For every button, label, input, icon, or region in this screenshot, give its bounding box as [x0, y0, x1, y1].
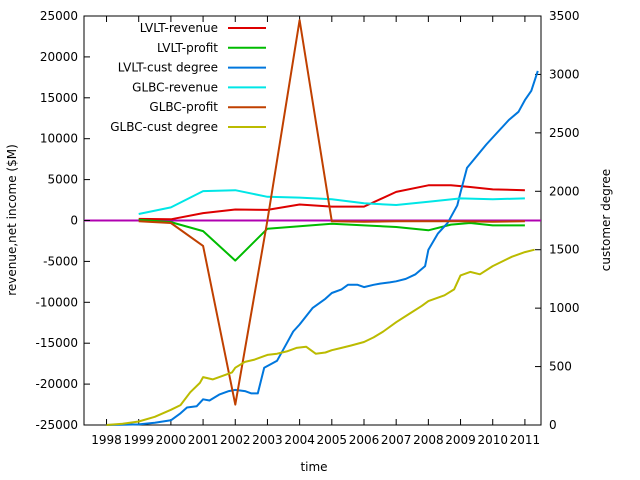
- left-y-axis-title: revenue,net income ($M): [5, 144, 19, 296]
- left-y-tick-label: 15000: [40, 91, 78, 105]
- right-y-tick-label: 0: [549, 418, 557, 432]
- series-line-glbc-revenue: [138, 189, 525, 215]
- series-lines: [106, 19, 539, 426]
- series-line-lvlt-profit: [138, 218, 525, 262]
- x-axis-title: time: [300, 460, 327, 474]
- left-y-tick-label: 25000: [40, 9, 78, 23]
- right-y-tick-label: 1500: [549, 243, 580, 257]
- x-tick-label: 2010: [477, 433, 508, 447]
- x-tick-label: 2003: [252, 433, 283, 447]
- legend-label-lvlt-revenue: LVLT-revenue: [140, 21, 218, 35]
- x-tick-label: 1998: [91, 433, 122, 447]
- x-tick-label: 1999: [123, 433, 154, 447]
- x-tick-label: 2008: [413, 433, 444, 447]
- legend-label-glbc-cust-degree: GLBC-cust degree: [110, 120, 218, 134]
- x-tick-label: 2006: [349, 433, 380, 447]
- x-tick-label: 2002: [220, 433, 251, 447]
- x-tick-label: 2005: [317, 433, 348, 447]
- series-line-lvlt-cust-degree: [106, 70, 539, 426]
- x-tick-label: 2001: [188, 433, 219, 447]
- x-tick-label: 2011: [510, 433, 541, 447]
- left-y-tick-label: -10000: [35, 295, 78, 309]
- right-y-axis-title: customer degree: [599, 169, 613, 271]
- legend-label-glbc-revenue: GLBC-revenue: [132, 80, 218, 94]
- right-y-tick-label: 2000: [549, 184, 580, 198]
- series-line-lvlt-revenue: [138, 184, 525, 221]
- legend-label-lvlt-profit: LVLT-profit: [157, 41, 218, 55]
- left-y-tick-label: 5000: [47, 173, 78, 187]
- left-y-tick-label: 10000: [40, 132, 78, 146]
- left-y-tick-label: -25000: [35, 418, 78, 432]
- left-y-tick-label: 20000: [40, 50, 78, 64]
- legend-label-lvlt-cust-degree: LVLT-cust degree: [118, 61, 218, 75]
- right-y-axis-ticks: 3500 3000 2500 2000 1500 1000 500 0: [535, 9, 580, 432]
- x-axis-ticks: 1998 1999 2000 2001 2002 2003 2004 2005 2006 2007…: [91, 16, 540, 447]
- right-y-tick-label: 500: [549, 360, 572, 374]
- x-tick-label: 2004: [284, 433, 315, 447]
- right-y-tick-label: 1000: [549, 301, 580, 315]
- x-tick-label: 2000: [156, 433, 187, 447]
- right-y-tick-label: 3500: [549, 9, 580, 23]
- right-y-tick-label: 2500: [549, 126, 580, 140]
- legend-label-glbc-profit: GLBC-profit: [149, 100, 218, 114]
- series-line-glbc-profit: [138, 19, 525, 406]
- left-y-tick-label: -5000: [43, 254, 78, 268]
- left-y-tick-label: -20000: [35, 377, 78, 391]
- left-y-tick-label: 0: [70, 214, 78, 228]
- series-line-glbc-cust-degree: [106, 248, 535, 426]
- x-tick-label: 2007: [381, 433, 412, 447]
- x-tick-label: 2009: [445, 433, 476, 447]
- legend: LVLT-revenue LVLT-profit LVLT-cust degree G…: [110, 21, 266, 134]
- left-y-tick-label: -15000: [35, 336, 78, 350]
- right-y-tick-label: 3000: [549, 67, 580, 81]
- left-y-axis-ticks: 25000 20000 15000 10000 5000 0 -5000 -10000 -150…: [35, 9, 90, 432]
